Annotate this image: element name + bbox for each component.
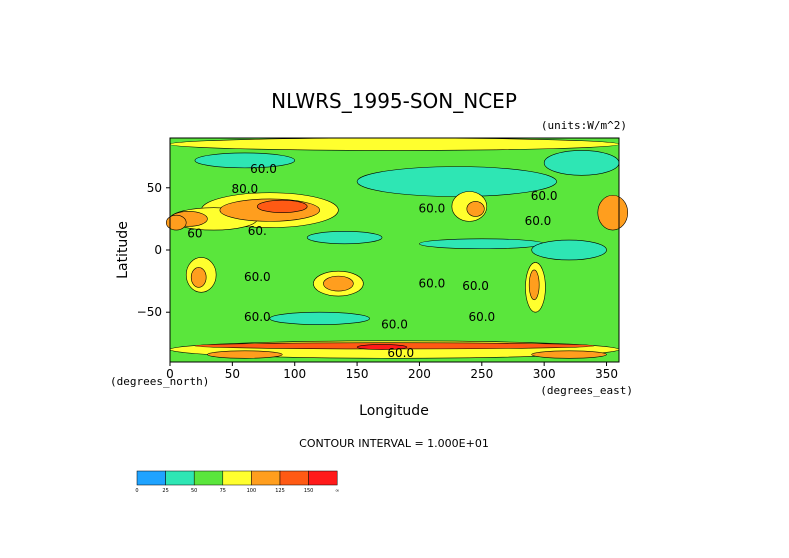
y-tick-label: 0 — [154, 243, 162, 257]
colorbar-swatch — [279, 470, 309, 486]
colorbar-label: 25 — [162, 488, 168, 494]
colorbar-label: 50 — [191, 488, 197, 494]
contour-label: 60.0 — [244, 310, 271, 324]
contour-label: 60.0 — [381, 317, 408, 331]
colorbar-label: ∞ — [335, 488, 339, 494]
x-unit-label: (degrees_east) — [540, 384, 633, 397]
colorbar-swatch — [136, 470, 166, 486]
x-tick-label: 250 — [470, 367, 493, 381]
colorbar-swatch — [251, 470, 281, 486]
contour-label: 60.0 — [387, 346, 414, 360]
units-label: (units:W/m^2) — [541, 119, 627, 132]
contour-label: 60.0 — [419, 202, 446, 216]
x-tick-label: 350 — [595, 367, 618, 381]
x-tick-label: 150 — [346, 367, 369, 381]
y-tick-label: 50 — [147, 181, 162, 195]
contour-label: 60.0 — [525, 214, 552, 228]
colorbar-label: 75 — [220, 488, 226, 494]
colorbar-label: 150 — [304, 488, 314, 494]
contour-label: 60.0 — [531, 189, 558, 203]
colorbar-swatch — [193, 470, 224, 486]
contour-label: 60.0 — [462, 279, 489, 293]
colorbar-label: 0 — [135, 488, 138, 494]
contour-label: 60.0 — [244, 270, 271, 284]
x-tick-label: 0 — [166, 367, 174, 381]
y-unit-label: (degrees_north) — [110, 375, 209, 388]
contour-label: 60. — [248, 224, 267, 238]
x-tick-label: 100 — [283, 367, 306, 381]
x-tick-label: 200 — [408, 367, 431, 381]
x-axis-label: Longitude — [359, 403, 429, 419]
chart-title: NLWRS_1995-SON_NCEP — [271, 89, 517, 113]
contour-interval-text: CONTOUR INTERVAL = 1.000E+01 — [299, 437, 489, 450]
plot-area: 60.0 80.0 60.0 60.0 60.0 60. 60 60.0 60.0 60.0 60.… — [165, 137, 629, 363]
y-axis-label: Latitude — [115, 221, 131, 279]
colorbar-swatch — [222, 470, 252, 486]
colorbar: 0 25 50 75 100 125 150 ∞ — [135, 470, 339, 494]
colorbar-label: 125 — [275, 488, 285, 494]
colorbar-swatch — [165, 470, 195, 486]
contour-label: 60.0 — [468, 310, 495, 324]
contour-label: 60 — [187, 227, 202, 241]
x-tick-label: 50 — [225, 367, 240, 381]
contour-label: 60.0 — [250, 162, 277, 176]
x-tick-label: 300 — [533, 367, 556, 381]
y-tick-label: −50 — [137, 305, 162, 319]
colorbar-label: 100 — [247, 488, 257, 494]
contour-label: 60.0 — [419, 276, 446, 290]
colorbar-swatch — [308, 470, 338, 486]
contour-label: 80.0 — [231, 182, 258, 196]
